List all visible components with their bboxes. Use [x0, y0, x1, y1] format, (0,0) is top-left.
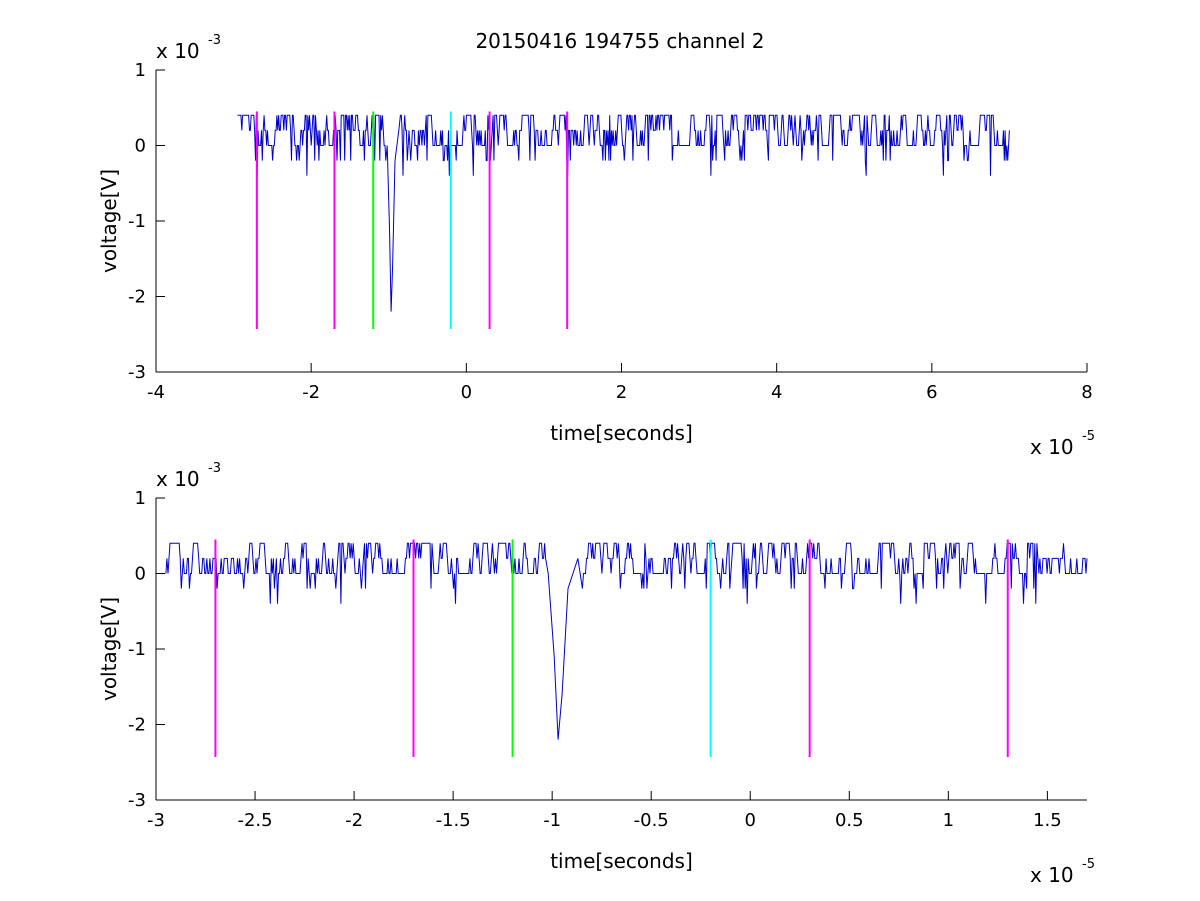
bottom-axes: -3 -2.5 -2 -1.5 -1 -0.5 0 0.5 1 1.5 1 0 -1 -2 -3 time[s… [97, 461, 1095, 887]
x-axis-label: time[seconds] [550, 421, 693, 445]
y-axis-label: voltage[V] [97, 169, 121, 273]
voltage-trace [165, 542, 1088, 740]
x-multiplier-exponent: -5 [1082, 857, 1095, 872]
y-multiplier: x 10 [156, 467, 200, 491]
x-tick-label: -2 [302, 382, 320, 403]
y-tick-label: -2 [128, 287, 146, 308]
x-tick-label: 0 [461, 382, 472, 403]
voltage-trace [237, 114, 1010, 312]
y-multiplier-exponent: -3 [208, 461, 221, 476]
y-tick-label: 0 [135, 564, 146, 585]
y-tick-label: 0 [135, 136, 146, 157]
x-tick-label: -2.5 [237, 810, 272, 831]
x-tick-label: 8 [1081, 382, 1092, 403]
y-tick-label: -2 [128, 715, 146, 736]
x-tick-label: 0.5 [835, 810, 864, 831]
x-multiplier-exponent: -5 [1082, 429, 1095, 444]
x-tick-label: 6 [926, 382, 937, 403]
y-tick-label: -3 [128, 790, 146, 811]
y-tick-label: 1 [135, 488, 146, 509]
y-multiplier-exponent: -3 [208, 33, 221, 48]
y-tick-label: 1 [135, 60, 146, 81]
y-tick-label: -3 [128, 362, 146, 383]
x-tick-label: -4 [147, 382, 165, 403]
x-multiplier: x 10 [1030, 435, 1074, 459]
x-tick-label: -1 [543, 810, 561, 831]
x-tick-label: -0.5 [634, 810, 669, 831]
y-tick-label: -1 [128, 211, 146, 232]
x-tick-label: -2 [345, 810, 363, 831]
y-axis-label: voltage[V] [97, 597, 121, 701]
x-tick-label: -1.5 [436, 810, 471, 831]
x-tick-label: 1 [943, 810, 954, 831]
x-tick-label: -3 [147, 810, 165, 831]
y-tick-label: -1 [128, 639, 146, 660]
x-multiplier: x 10 [1030, 863, 1074, 887]
chart-title: 20150416 194755 channel 2 [475, 29, 764, 53]
y-multiplier: x 10 [156, 39, 200, 63]
x-tick-label: 4 [771, 382, 782, 403]
top-axes: -4 -2 0 2 4 6 810-1-2-3time[seconds]voltage[V]… [97, 33, 1095, 459]
x-tick-label: 2 [616, 382, 627, 403]
x-axis-label: time[seconds] [550, 849, 693, 873]
x-tick-label: 0 [745, 810, 756, 831]
x-tick-label: 1.5 [1033, 810, 1062, 831]
